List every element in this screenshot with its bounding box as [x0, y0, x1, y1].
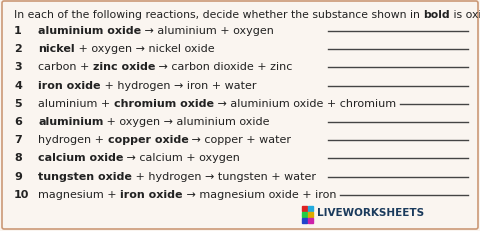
Text: carbon +: carbon +: [38, 62, 93, 72]
Text: iron oxide: iron oxide: [120, 189, 182, 199]
Text: 4: 4: [14, 80, 22, 90]
Text: is oxidised or reduced.: is oxidised or reduced.: [450, 10, 480, 20]
Text: 7: 7: [14, 135, 22, 145]
Text: + oxygen → aluminium oxide: + oxygen → aluminium oxide: [103, 116, 270, 126]
Text: iron oxide: iron oxide: [38, 80, 100, 90]
Bar: [302, 218, 307, 223]
Bar: [308, 212, 313, 217]
Bar: [302, 212, 307, 217]
Text: zinc oxide: zinc oxide: [93, 62, 155, 72]
Bar: [308, 218, 313, 223]
Text: → carbon dioxide + zinc: → carbon dioxide + zinc: [155, 62, 293, 72]
Text: aluminium oxide: aluminium oxide: [38, 26, 141, 36]
Text: 2: 2: [14, 44, 22, 54]
Text: aluminium: aluminium: [38, 116, 103, 126]
Bar: [308, 206, 313, 211]
Text: + hydrogen → iron + water: + hydrogen → iron + water: [100, 80, 256, 90]
Text: LIVEWORKSHEETS: LIVEWORKSHEETS: [317, 208, 424, 218]
Bar: [302, 206, 307, 211]
Text: → aluminium + oxygen: → aluminium + oxygen: [141, 26, 274, 36]
Text: aluminium +: aluminium +: [38, 98, 114, 108]
Text: 1: 1: [14, 26, 22, 36]
Text: hydrogen +: hydrogen +: [38, 135, 108, 145]
Text: chromium oxide: chromium oxide: [114, 98, 214, 108]
Text: → aluminium oxide + chromium: → aluminium oxide + chromium: [214, 98, 396, 108]
Text: 9: 9: [14, 171, 22, 181]
Text: calcium oxide: calcium oxide: [38, 153, 123, 163]
Text: 6: 6: [14, 116, 22, 126]
Text: 10: 10: [14, 189, 29, 199]
Text: copper oxide: copper oxide: [108, 135, 188, 145]
Text: + hydrogen → tungsten + water: + hydrogen → tungsten + water: [132, 171, 316, 181]
Text: magnesium +: magnesium +: [38, 189, 120, 199]
Text: nickel: nickel: [38, 44, 74, 54]
Text: 3: 3: [14, 62, 22, 72]
Text: + oxygen → nickel oxide: + oxygen → nickel oxide: [74, 44, 214, 54]
Text: → calcium + oxygen: → calcium + oxygen: [123, 153, 240, 163]
Text: In each of the following reactions, decide whether the substance shown in: In each of the following reactions, deci…: [14, 10, 423, 20]
FancyBboxPatch shape: [2, 2, 478, 229]
Text: → magnesium oxide + iron: → magnesium oxide + iron: [182, 189, 336, 199]
Text: bold: bold: [423, 10, 450, 20]
Text: → copper + water: → copper + water: [188, 135, 291, 145]
Text: 5: 5: [14, 98, 22, 108]
Text: tungsten oxide: tungsten oxide: [38, 171, 132, 181]
Text: 8: 8: [14, 153, 22, 163]
